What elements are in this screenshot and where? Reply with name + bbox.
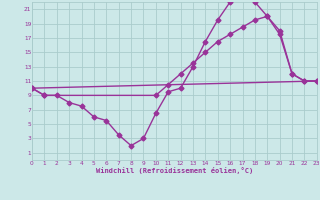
X-axis label: Windchill (Refroidissement éolien,°C): Windchill (Refroidissement éolien,°C): [96, 167, 253, 174]
